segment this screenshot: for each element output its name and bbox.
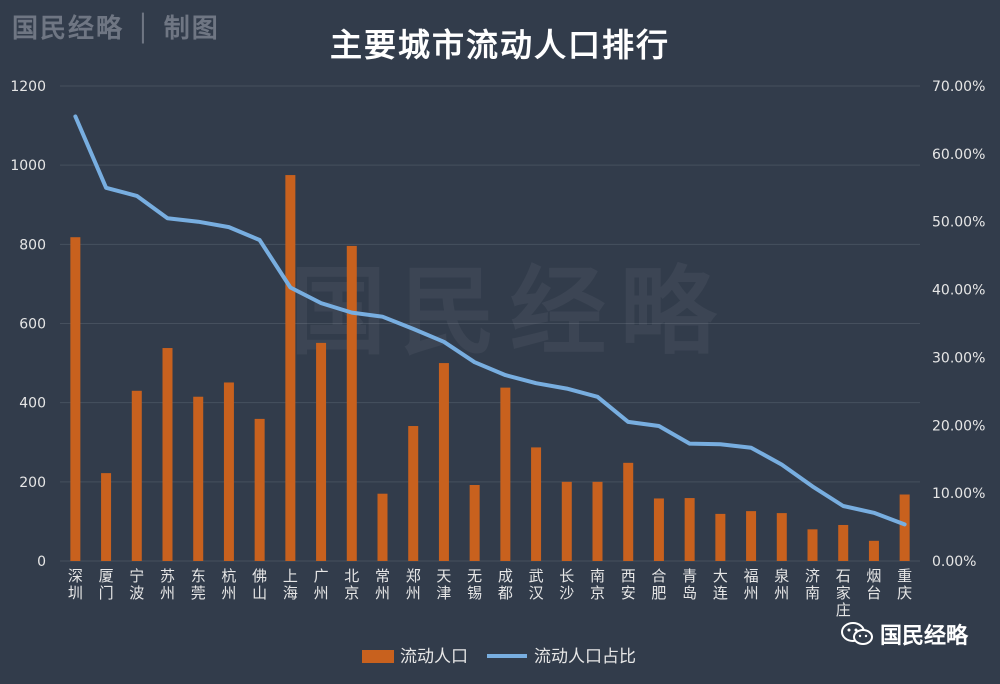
x-tick-label: 苏州 [160, 567, 175, 602]
bar [377, 493, 388, 561]
right-tick-label: 40.00% [932, 283, 985, 299]
right-tick-label: 30.00% [932, 350, 985, 366]
x-tick-label: 济南 [805, 567, 820, 602]
x-tick-label: 烟台 [866, 567, 881, 602]
x-tick-label: 北京 [344, 567, 359, 602]
brand-label: 国民经略 │ 制图 [12, 14, 220, 44]
bar [193, 396, 204, 561]
x-tick-label: 武汉 [529, 567, 544, 602]
x-tick-label: 福州 [744, 567, 759, 602]
bar [715, 513, 726, 561]
x-tick-label: 重庆 [897, 567, 912, 602]
line-series-share [73, 114, 907, 527]
bar [561, 481, 572, 561]
left-tick-label: 600 [19, 317, 46, 333]
x-tick-label: 宁波 [129, 567, 144, 602]
bar [131, 390, 142, 561]
x-tick-label: 郑州 [406, 567, 421, 602]
x-tick-label: 大连 [713, 567, 728, 602]
bar [807, 529, 818, 561]
x-tick-label: 长沙 [559, 567, 574, 602]
x-tick-label: 东莞 [191, 567, 206, 602]
x-tick-label: 南京 [590, 567, 605, 602]
x-tick-label: 西安 [621, 567, 636, 602]
bar [285, 175, 296, 561]
bar [438, 363, 449, 561]
x-tick-label: 青岛 [682, 567, 697, 602]
x-axis-labels: 深圳厦门宁波苏州东莞杭州佛山上海广州北京常州郑州天津无锡成都武汉长沙南京西安合肥… [68, 567, 912, 619]
bar [838, 524, 849, 561]
x-tick-label: 合肥 [651, 567, 666, 602]
left-tick-label: 200 [19, 475, 46, 491]
chart-title: 主要城市流动人口排行 [329, 26, 670, 64]
bar [776, 513, 787, 561]
x-tick-label: 广州 [314, 567, 329, 602]
x-tick-label: 深圳 [68, 567, 83, 602]
x-tick-label: 常州 [375, 567, 390, 602]
gridlines [60, 85, 920, 562]
bar [101, 473, 112, 561]
source-badge-label: 国民经略 [879, 624, 968, 649]
bar [469, 485, 480, 561]
x-tick-label: 佛山 [252, 567, 267, 602]
bar [531, 447, 542, 561]
right-tick-label: 70.00% [932, 79, 985, 95]
right-tick-label: 20.00% [932, 418, 985, 434]
left-tick-label: 1000 [10, 158, 46, 174]
right-tick-label: 60.00% [932, 147, 985, 163]
x-tick-label: 成都 [498, 567, 513, 602]
legend: 流动人口 流动人口占比 [362, 647, 636, 667]
x-tick-label: 无锡 [467, 567, 482, 602]
x-tick-label: 杭州 [221, 567, 236, 602]
x-tick-label: 石家庄 [836, 567, 851, 619]
bar [868, 540, 879, 561]
bar [346, 245, 357, 561]
legend-line-label: 流动人口占比 [534, 647, 636, 667]
legend-bar-label: 流动人口 [400, 647, 468, 667]
bar [500, 387, 511, 561]
right-tick-label: 50.00% [932, 215, 985, 231]
left-tick-label: 800 [19, 237, 46, 253]
left-tick-label: 1200 [10, 79, 46, 95]
bar [746, 511, 757, 561]
bar [162, 348, 173, 561]
bar [254, 418, 265, 561]
left-axis-ticks: 0 200 400 600 800 1000 1200 [10, 79, 46, 570]
right-tick-label: 10.00% [932, 486, 985, 502]
x-tick-label: 泉州 [774, 567, 789, 602]
bar [316, 342, 327, 561]
right-tick-label: 0.00% [932, 554, 976, 570]
right-axis-ticks: 0.00% 10.00% 20.00% 30.00% 40.00% 50.00% 60.00… [932, 79, 985, 570]
bar [408, 426, 419, 561]
left-tick-label: 0 [37, 554, 46, 570]
bar [70, 237, 81, 562]
bar [592, 481, 603, 561]
bar [623, 462, 634, 561]
source-badge: 国民经略 [840, 618, 968, 650]
bar-series [70, 175, 910, 562]
bar [684, 498, 695, 561]
left-tick-label: 400 [19, 396, 46, 412]
wechat-icon [840, 622, 873, 645]
bar [223, 382, 234, 561]
watermark: 国民经略 [290, 255, 730, 368]
legend-bar-swatch [362, 650, 394, 663]
x-tick-label: 厦门 [99, 567, 114, 602]
x-tick-label: 上海 [283, 567, 298, 602]
bar [653, 498, 664, 561]
bar [899, 494, 910, 561]
x-tick-label: 天津 [436, 567, 451, 602]
